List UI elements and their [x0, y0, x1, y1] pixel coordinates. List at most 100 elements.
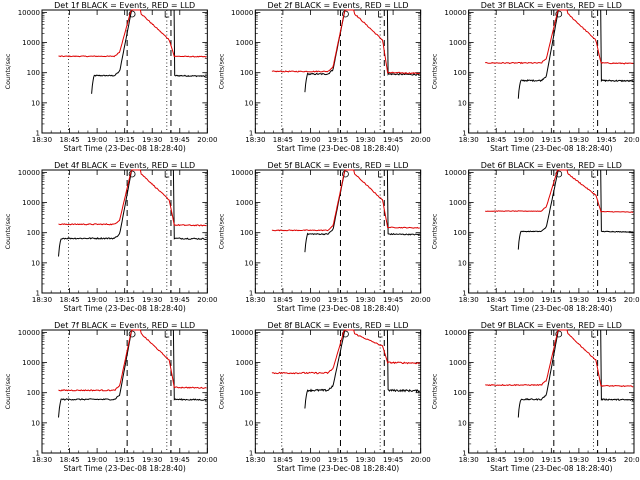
x-tick-label: 18:45 [273, 136, 293, 144]
x-tick-label: 19:45 [383, 456, 403, 464]
x-tick-label: 20:00 [197, 296, 217, 304]
y-tick-label: 1 [249, 450, 253, 458]
plot-frame [468, 9, 635, 134]
series-lld [485, 9, 634, 65]
y-tick-label: 1000 [236, 39, 254, 47]
x-tick-label: 19:00 [300, 296, 320, 304]
y-axis-label: Counts/sec [217, 373, 225, 409]
series-events [58, 169, 207, 257]
y-tick-label: 1 [36, 290, 40, 298]
y-tick-label: 10 [244, 259, 253, 267]
y-tick-label: 10000 [18, 169, 40, 177]
x-tick-label: 18:30 [32, 296, 52, 304]
x-tick-label: 18:30 [459, 456, 479, 464]
panel-det-2: Det 2f BLACK = Events, RED = LLD 1 10 100 10… [217, 1, 430, 153]
y-tick-label: 10 [458, 259, 467, 267]
y-tick-label: 1 [462, 290, 466, 298]
y-tick-label: 100 [240, 389, 253, 397]
y-tick-label: 1 [36, 130, 40, 138]
event-marker [164, 11, 170, 18]
y-tick-label: 100 [453, 229, 466, 237]
x-tick-label: 19:30 [355, 456, 375, 464]
x-tick-label: 19:00 [300, 136, 320, 144]
x-tick-label: 20:00 [624, 296, 640, 304]
x-tick-label: 19:00 [300, 456, 320, 464]
y-tick-label: 10 [458, 99, 467, 107]
x-tick-label: 20:00 [624, 456, 640, 464]
panel-det-4: Det 4f BLACK = Events, RED = LLD 1 10 100 10… [4, 161, 217, 313]
x-axis-label: Start Time (23-Dec-08 18:28:40) [490, 144, 612, 153]
y-tick-label: 10000 [231, 329, 253, 337]
x-tick-label: 18:45 [273, 296, 293, 304]
series-lld [271, 9, 420, 75]
y-axis-label: Counts/sec [217, 53, 225, 89]
panel-det-7: Det 7f BLACK = Events, RED = LLD 1 10 100 10… [4, 321, 217, 473]
x-tick-label: 19:15 [328, 456, 348, 464]
y-tick-label: 10000 [231, 9, 253, 17]
x-tick-label: 19:00 [87, 136, 107, 144]
x-tick-label: 18:45 [59, 296, 79, 304]
y-axis-label: Counts/sec [431, 53, 439, 89]
x-tick-label: 19:00 [87, 296, 107, 304]
x-tick-label: 19:30 [569, 456, 589, 464]
x-tick-label: 19:30 [142, 296, 162, 304]
y-axis-label: Counts/sec [217, 213, 225, 249]
y-tick-label: 10000 [444, 9, 466, 17]
x-tick-label: 20:00 [411, 136, 431, 144]
x-tick-label: 18:30 [245, 296, 265, 304]
x-tick-label: 19:30 [355, 136, 375, 144]
panel-title: Det 1f BLACK = Events, RED = LLD [54, 1, 195, 10]
x-tick-label: 19:45 [383, 296, 403, 304]
y-tick-label: 10000 [444, 329, 466, 337]
x-tick-label: 19:15 [115, 456, 135, 464]
panel-det-8: Det 8f BLACK = Events, RED = LLD 1 10 100 10… [217, 321, 430, 473]
y-tick-label: 100 [27, 69, 40, 77]
y-tick-label: 10 [458, 419, 467, 427]
event-marker [378, 171, 383, 178]
y-tick-label: 1000 [22, 199, 40, 207]
x-tick-label: 19:30 [569, 296, 589, 304]
event-marker [378, 11, 383, 18]
event-marker [128, 10, 136, 18]
x-tick-label: 19:30 [142, 136, 162, 144]
x-tick-label: 19:00 [514, 136, 534, 144]
panel-title: Det 5f BLACK = Events, RED = LLD [267, 161, 408, 170]
x-tick-label: 19:45 [383, 136, 403, 144]
series-events [517, 9, 634, 99]
y-tick-label: 100 [240, 69, 253, 77]
panel-title: Det 3f BLACK = Events, RED = LLD [481, 1, 622, 10]
series-events [91, 9, 207, 94]
plot-frame [41, 329, 208, 454]
event-marker [342, 170, 349, 178]
x-tick-label: 18:30 [32, 456, 52, 464]
x-tick-label: 19:45 [170, 456, 190, 464]
y-tick-label: 1000 [22, 359, 40, 367]
series-lld [58, 169, 207, 227]
series-events [304, 9, 420, 93]
series-lld [485, 169, 634, 213]
panel-title: Det 6f BLACK = Events, RED = LLD [481, 161, 622, 170]
y-tick-label: 100 [27, 229, 40, 237]
y-tick-label: 1000 [449, 39, 467, 47]
panel-title: Det 2f BLACK = Events, RED = LLD [267, 1, 408, 10]
x-tick-label: 18:45 [59, 456, 79, 464]
y-tick-label: 100 [240, 229, 253, 237]
event-marker [128, 330, 136, 338]
series-events [517, 329, 634, 418]
series-events [58, 329, 207, 418]
y-tick-label: 1000 [449, 359, 467, 367]
y-tick-label: 10 [31, 259, 40, 267]
plot-frame [41, 169, 208, 294]
x-tick-label: 18:30 [32, 136, 52, 144]
y-axis-label: Counts/sec [4, 213, 12, 249]
event-marker [128, 170, 136, 178]
panel-det-9: Det 9f BLACK = Events, RED = LLD 1 10 100 10… [431, 321, 640, 473]
event-marker [342, 330, 349, 338]
x-tick-label: 20:00 [624, 136, 640, 144]
panel-title: Det 9f BLACK = Events, RED = LLD [481, 321, 622, 330]
x-tick-label: 18:45 [486, 456, 506, 464]
panel-det-5: Det 5f BLACK = Events, RED = LLD 1 10 100 10… [217, 161, 430, 313]
x-axis-label: Start Time (23-Dec-08 18:28:40) [277, 464, 399, 473]
x-tick-label: 18:45 [486, 136, 506, 144]
panel-det-1: Det 1f BLACK = Events, RED = LLD 1 10 100 10… [4, 1, 217, 153]
